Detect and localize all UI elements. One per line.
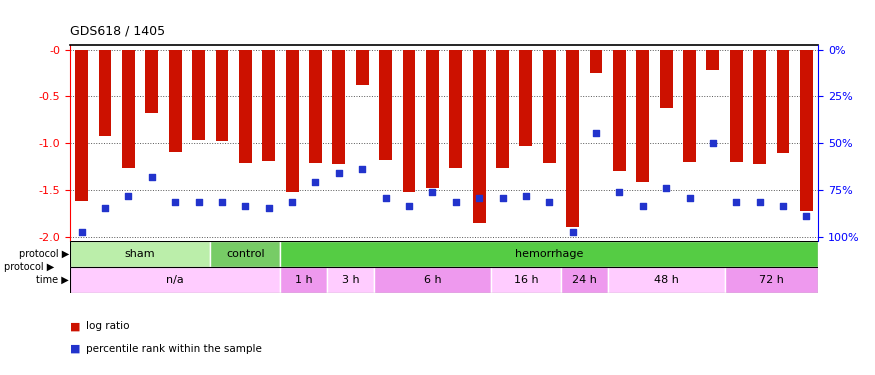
Point xyxy=(612,189,626,195)
Bar xyxy=(70,267,280,292)
Point xyxy=(565,229,579,235)
Bar xyxy=(379,50,392,160)
Text: 1 h: 1 h xyxy=(295,275,312,285)
Bar xyxy=(75,50,88,201)
Bar xyxy=(70,242,210,267)
Bar xyxy=(122,50,135,168)
Bar xyxy=(332,50,346,164)
Bar xyxy=(660,50,673,108)
Bar xyxy=(402,50,416,192)
Bar xyxy=(491,267,561,292)
Point xyxy=(145,174,159,180)
Bar xyxy=(724,267,818,292)
Bar xyxy=(285,50,298,192)
Bar xyxy=(327,267,374,292)
Bar xyxy=(608,267,724,292)
Bar xyxy=(520,50,532,146)
Text: sham: sham xyxy=(125,249,156,259)
Point xyxy=(332,170,346,176)
Bar xyxy=(145,50,158,113)
Bar xyxy=(215,50,228,141)
Bar xyxy=(753,50,766,164)
Bar xyxy=(542,50,556,163)
Point xyxy=(752,199,766,205)
Point xyxy=(659,185,673,191)
Point xyxy=(168,199,182,205)
Bar xyxy=(239,50,252,163)
Bar xyxy=(309,50,322,163)
Point xyxy=(74,229,88,235)
Bar xyxy=(800,50,813,211)
Bar xyxy=(613,50,626,171)
Bar xyxy=(566,50,579,227)
Bar xyxy=(730,50,743,162)
Text: 16 h: 16 h xyxy=(514,275,538,285)
Bar xyxy=(636,50,649,182)
Point xyxy=(636,203,650,209)
Point xyxy=(495,195,509,201)
Bar xyxy=(590,50,603,73)
Text: hemorrhage: hemorrhage xyxy=(515,249,584,259)
Text: percentile rank within the sample: percentile rank within the sample xyxy=(86,344,262,354)
Bar xyxy=(473,50,486,223)
Text: GDS618 / 1405: GDS618 / 1405 xyxy=(70,24,165,38)
Point xyxy=(449,199,463,205)
Bar xyxy=(374,267,491,292)
Point xyxy=(589,130,603,136)
Point xyxy=(379,195,393,201)
Text: ■: ■ xyxy=(70,321,80,331)
Point xyxy=(262,205,276,211)
Point xyxy=(800,213,814,219)
Bar xyxy=(262,50,275,161)
Point xyxy=(98,205,112,211)
Point xyxy=(729,199,743,205)
Text: 3 h: 3 h xyxy=(342,275,360,285)
Text: ■: ■ xyxy=(70,344,80,354)
Point xyxy=(706,140,720,146)
Point xyxy=(309,180,323,186)
Point xyxy=(682,195,696,201)
Text: 72 h: 72 h xyxy=(759,275,784,285)
Bar xyxy=(426,50,438,188)
Bar xyxy=(683,50,696,162)
Bar xyxy=(706,50,719,70)
Point xyxy=(238,203,252,209)
Bar xyxy=(210,242,280,267)
Bar xyxy=(777,50,789,153)
Bar xyxy=(561,267,608,292)
Point xyxy=(402,203,416,209)
Point xyxy=(285,199,299,205)
Text: 6 h: 6 h xyxy=(424,275,441,285)
Bar xyxy=(280,267,327,292)
Text: 48 h: 48 h xyxy=(654,275,679,285)
Text: protocol ▶: protocol ▶ xyxy=(4,262,54,272)
Text: log ratio: log ratio xyxy=(86,321,130,331)
Point xyxy=(355,166,369,172)
Bar xyxy=(356,50,368,85)
Point xyxy=(519,193,533,199)
Bar xyxy=(169,50,182,152)
Text: n/a: n/a xyxy=(166,275,184,285)
Point xyxy=(473,195,487,201)
Bar xyxy=(192,50,205,140)
Bar xyxy=(99,50,111,136)
Text: protocol ▶: protocol ▶ xyxy=(18,249,69,259)
Text: control: control xyxy=(226,249,264,259)
Text: time ▶: time ▶ xyxy=(36,275,69,285)
Point xyxy=(192,199,206,205)
Point xyxy=(122,193,136,199)
Point xyxy=(425,189,439,195)
Bar xyxy=(450,50,462,168)
Bar xyxy=(280,242,818,267)
Point xyxy=(542,199,556,205)
Bar xyxy=(496,50,509,168)
Point xyxy=(215,199,229,205)
Point xyxy=(776,203,790,209)
Text: 24 h: 24 h xyxy=(572,275,597,285)
